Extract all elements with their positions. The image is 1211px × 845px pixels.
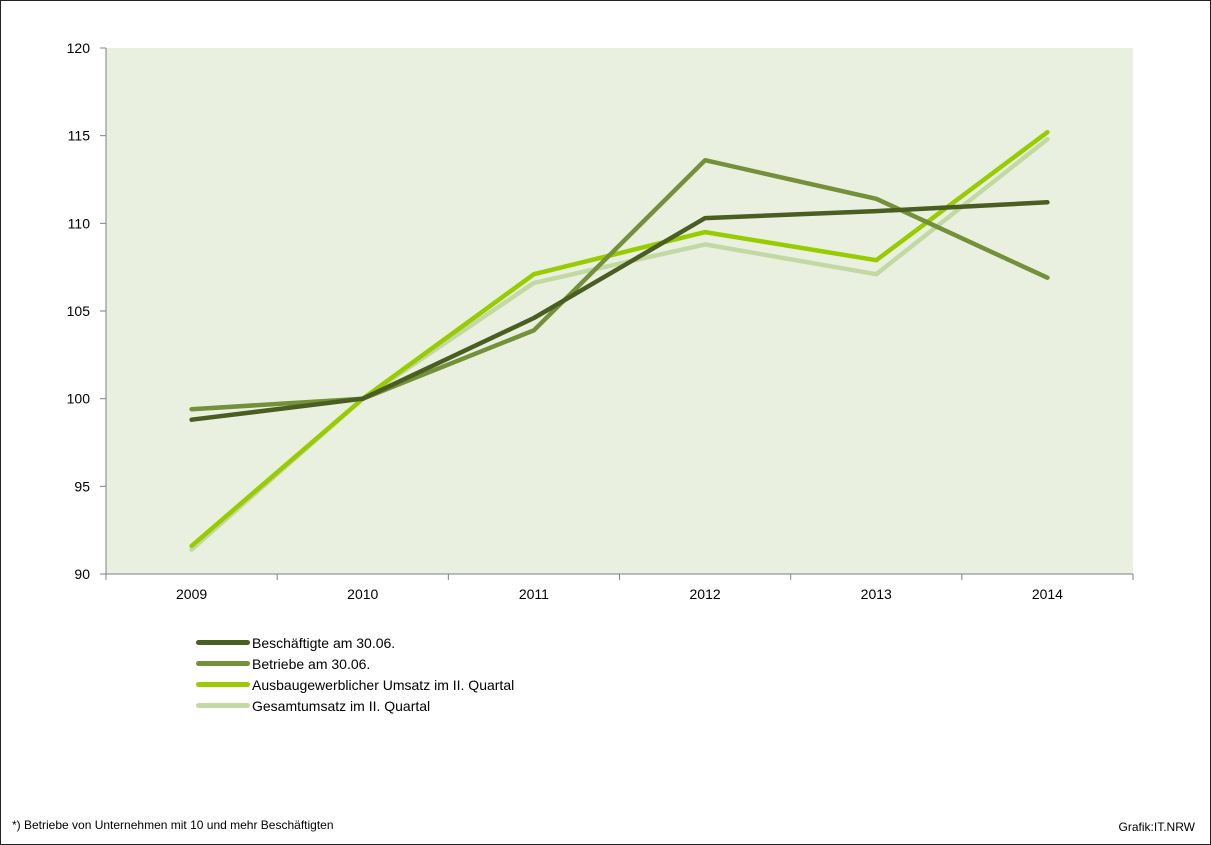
legend-swatch-betriebe — [196, 661, 250, 666]
source-credit: Grafik:IT.NRW — [1118, 820, 1195, 834]
legend-item-ausbau-umsatz: Ausbaugewerblicher Umsatz im II. Quartal — [196, 674, 514, 695]
x-tick-label: 2014 — [1032, 586, 1063, 602]
legend-item-gesamtumsatz: Gesamtumsatz im II. Quartal — [196, 695, 514, 716]
y-tick-label: 95 — [74, 478, 90, 494]
y-tick-label: 90 — [74, 566, 90, 582]
plot-area — [106, 48, 1133, 574]
legend-item-beschaeftigte: Beschäftigte am 30.06. — [196, 632, 514, 653]
y-tick-label: 120 — [67, 40, 91, 56]
y-tick-label: 115 — [68, 128, 91, 144]
y-tick-label: 110 — [68, 215, 91, 231]
x-tick-label: 2011 — [519, 586, 549, 602]
legend-swatch-gesamtumsatz — [196, 703, 250, 708]
series-line-0 — [189, 200, 1050, 422]
x-tick-label: 2013 — [861, 586, 892, 602]
legend-label-betriebe: Betriebe am 30.06. — [252, 655, 371, 672]
legend: Beschäftigte am 30.06. Betriebe am 30.06… — [196, 632, 514, 716]
legend-label-beschaeftigte: Beschäftigte am 30.06. — [252, 634, 396, 651]
legend-swatch-beschaeftigte — [196, 640, 250, 645]
series-lines — [189, 129, 1050, 552]
x-tick-label: 2010 — [347, 586, 378, 602]
series-line-2 — [189, 129, 1050, 549]
legend-swatch-ausbau-umsatz — [196, 682, 250, 687]
legend-label-gesamtumsatz: Gesamtumsatz im II. Quartal — [252, 697, 431, 714]
x-tick-label: 2012 — [690, 586, 721, 602]
footnote: *) Betriebe von Unternehmen mit 10 und m… — [12, 818, 334, 832]
y-tick-label: 105 — [67, 303, 91, 319]
x-tick-label: 2009 — [176, 586, 207, 602]
legend-label-ausbau-umsatz: Ausbaugewerblicher Umsatz im II. Quartal — [252, 676, 515, 693]
y-tick-label: 100 — [67, 391, 91, 407]
axes: 90 95 100 105 110 115 120 2009 2010 2011 2012 2013 2… — [67, 40, 1134, 602]
legend-item-betriebe: Betriebe am 30.06. — [196, 653, 514, 674]
